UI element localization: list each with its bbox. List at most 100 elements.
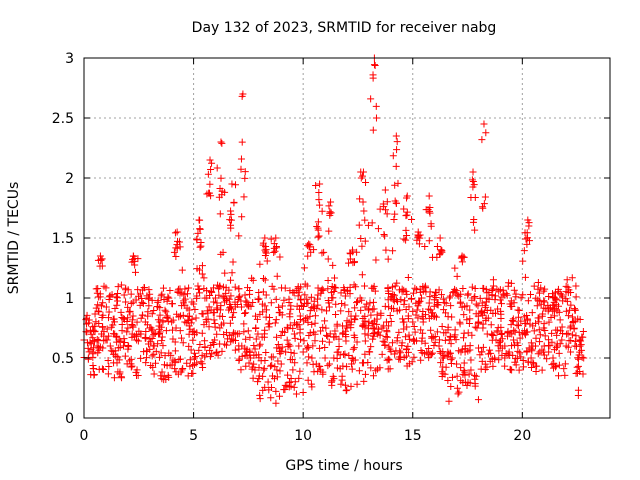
data-point: [93, 336, 101, 344]
data-point: [256, 395, 264, 403]
data-point: [433, 243, 441, 251]
data-point: [427, 350, 435, 358]
data-point: [120, 291, 128, 299]
data-point: [272, 316, 280, 324]
data-point: [215, 285, 223, 293]
data-point: [481, 193, 489, 201]
data-point: [308, 383, 316, 391]
data-point: [142, 359, 150, 367]
data-point: [275, 303, 283, 311]
data-point: [498, 344, 506, 352]
data-point: [556, 316, 564, 324]
axis-ticks: 0 0.5 1 1.5 2 2.5 3 0 5 10 15 20: [52, 51, 610, 444]
data-point: [345, 308, 353, 316]
data-point: [322, 331, 330, 339]
data-point: [217, 138, 225, 146]
data-point: [510, 336, 518, 344]
data-point: [355, 221, 363, 229]
data-point: [576, 367, 584, 375]
data-point: [155, 353, 163, 361]
data-point: [314, 226, 322, 234]
data-point: [332, 310, 340, 318]
data-point: [314, 367, 322, 375]
data-point: [194, 229, 202, 237]
data-point: [458, 252, 466, 260]
data-point: [453, 360, 461, 368]
data-point: [219, 248, 227, 256]
data-point: [425, 192, 433, 200]
data-point: [400, 300, 408, 308]
data-point: [403, 192, 411, 200]
data-point: [296, 296, 304, 304]
data-point: [384, 355, 392, 363]
data-point: [333, 348, 341, 356]
data-point: [245, 302, 253, 310]
data-point: [516, 334, 524, 342]
data-point: [478, 136, 486, 144]
data-point: [495, 339, 503, 347]
data-point: [440, 352, 448, 360]
data-point: [376, 331, 384, 339]
data-point: [360, 377, 368, 385]
data-point: [541, 285, 549, 293]
data-point: [318, 207, 326, 215]
y-tick-label: 0.5: [52, 351, 74, 367]
data-point: [416, 288, 424, 296]
data-point: [475, 344, 483, 352]
data-point: [141, 334, 149, 342]
data-point: [437, 291, 445, 299]
data-point: [215, 291, 223, 299]
data-point: [305, 240, 313, 248]
data-point: [475, 319, 483, 327]
data-point: [94, 301, 102, 309]
data-point: [357, 306, 365, 314]
data-point: [445, 397, 453, 405]
data-point: [252, 324, 260, 332]
data-point: [184, 372, 192, 380]
data-point: [442, 299, 450, 307]
data-point: [368, 219, 376, 227]
data-point: [512, 290, 520, 298]
data-point: [254, 296, 262, 304]
data-point: [272, 399, 280, 407]
data-point: [235, 232, 243, 240]
data-point: [213, 330, 221, 338]
data-point: [441, 336, 449, 344]
data-point: [158, 337, 166, 345]
data-point: [172, 368, 180, 376]
data-point: [425, 237, 433, 245]
data-point: [285, 299, 293, 307]
data-point: [523, 347, 531, 355]
data-point: [116, 337, 124, 345]
data-point: [351, 316, 359, 324]
data-point: [159, 284, 167, 292]
data-point: [318, 306, 326, 314]
data-point: [220, 319, 228, 327]
data-point: [369, 335, 377, 343]
data-point: [186, 362, 194, 370]
data-point: [480, 200, 488, 208]
data-point: [255, 364, 263, 372]
data-point: [426, 288, 434, 296]
data-point: [264, 378, 272, 386]
data-point: [296, 325, 304, 333]
data-point: [288, 355, 296, 363]
data-point: [296, 316, 304, 324]
data-point: [543, 355, 551, 363]
data-point: [365, 322, 373, 330]
data-point: [479, 320, 487, 328]
data-point: [451, 264, 459, 272]
data-point: [382, 246, 390, 254]
data-point: [153, 302, 161, 310]
data-point: [378, 350, 386, 358]
data-point: [478, 299, 486, 307]
data-point: [506, 365, 514, 373]
data-point: [172, 253, 180, 261]
data-point: [314, 291, 322, 299]
data-point: [372, 367, 380, 375]
data-point: [199, 364, 207, 372]
data-point: [307, 248, 315, 256]
data-point: [470, 181, 478, 189]
data-point: [540, 298, 548, 306]
data-point: [171, 229, 179, 237]
